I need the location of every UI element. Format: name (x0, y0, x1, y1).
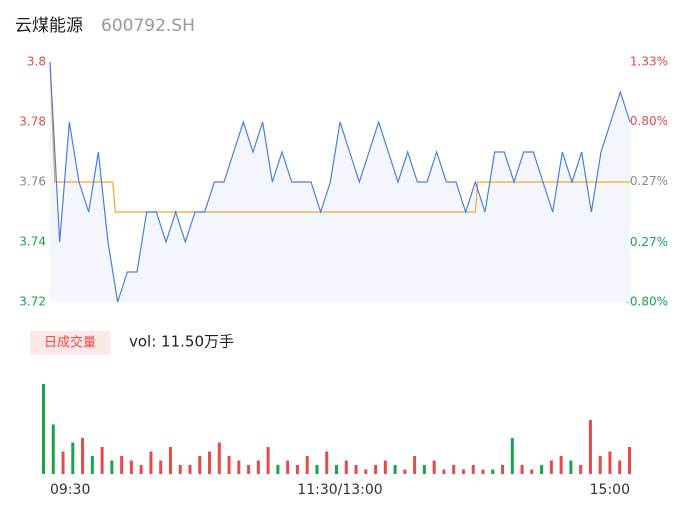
volume-label-box (30, 331, 110, 355)
volume-bar (178, 465, 182, 474)
volume-bar (276, 465, 280, 474)
volume-bar (442, 469, 446, 474)
y-tick-label: 3.76 (19, 175, 46, 189)
volume-bar (295, 465, 299, 474)
volume-bar (618, 460, 622, 474)
volume-bar (549, 460, 553, 474)
volume-bar (335, 465, 338, 474)
volume-bar (383, 460, 387, 474)
volume-label: 日成交量 (44, 335, 96, 351)
stock-name: 云煤能源 (15, 16, 83, 36)
volume-bar (315, 465, 319, 474)
volume-bar (344, 460, 348, 474)
volume-bar (520, 465, 524, 474)
volume-bar (354, 465, 358, 474)
y2-tick-label: -0.80% (626, 295, 668, 309)
volume-bar (188, 465, 192, 474)
y-tick-label: 3.8 (27, 55, 46, 69)
volume-bar (120, 456, 124, 474)
volume-bar (569, 460, 573, 474)
x-tick-label: 15:00 (590, 482, 630, 498)
volume-bar (227, 456, 231, 474)
y2-tick-label: -0.27% (626, 235, 668, 249)
volume-bar (530, 469, 534, 474)
volume-bar (393, 465, 397, 474)
volume-bar (149, 451, 153, 474)
x-tick-label: 11:30/13:00 (297, 482, 382, 498)
volume-bar (481, 469, 485, 474)
volume-bar (129, 460, 133, 474)
volume-bar (413, 456, 417, 474)
volume-bar (540, 465, 544, 474)
volume-bar (100, 447, 104, 474)
volume-bar (374, 465, 378, 474)
volume-bar (598, 456, 602, 474)
volume-bar (51, 424, 55, 474)
x-tick-label: 09:30 (50, 482, 90, 498)
volume-bar (325, 451, 329, 474)
volume-bar (237, 460, 241, 474)
volume-bar (247, 465, 251, 474)
y-tick-label: 3.72 (19, 295, 46, 309)
volume-bar (491, 469, 495, 474)
volume-bar (364, 469, 368, 474)
y2-tick-label: 1.33% (630, 55, 668, 69)
volume-text: vol: 11.50万手 (129, 333, 234, 351)
average-line (49, 61, 630, 213)
volume-bar (305, 456, 309, 474)
volume-bar (403, 469, 407, 474)
volume-bar (286, 460, 290, 474)
volume-bar (198, 456, 202, 474)
price-area (50, 62, 630, 302)
volume-bar (139, 465, 143, 474)
volume-bar (168, 447, 172, 474)
volume-bar (42, 384, 45, 474)
volume-bar (510, 438, 514, 474)
stock-code: 600792.SH (101, 16, 195, 36)
volume-bar (559, 456, 563, 474)
volume-bar (208, 451, 212, 474)
volume-bar (461, 469, 465, 474)
y-tick-label: 3.74 (19, 235, 46, 249)
volume-bar (71, 442, 75, 474)
volume-bar (61, 451, 65, 474)
volume-bar (110, 460, 114, 474)
volume-bar (579, 465, 583, 474)
y2-tick-label: 0.27% (630, 174, 668, 188)
volume-bar (501, 465, 505, 474)
y-tick-label: 3.78 (19, 115, 46, 129)
volume-bar (217, 442, 221, 474)
volume-bar (628, 447, 631, 474)
volume-bar (432, 460, 436, 474)
volume-bar (256, 460, 260, 474)
y2-tick-label: 0.80% (630, 114, 668, 128)
volume-bar (90, 456, 94, 474)
volume-bar (471, 465, 475, 474)
volume-bar (159, 460, 163, 474)
volume-bar (452, 465, 456, 474)
volume-bar (608, 451, 612, 474)
volume-bar (266, 447, 270, 474)
volume-bar (81, 438, 85, 474)
volume-bar (422, 465, 426, 474)
price-line (49, 61, 631, 303)
volume-bar (588, 420, 592, 474)
